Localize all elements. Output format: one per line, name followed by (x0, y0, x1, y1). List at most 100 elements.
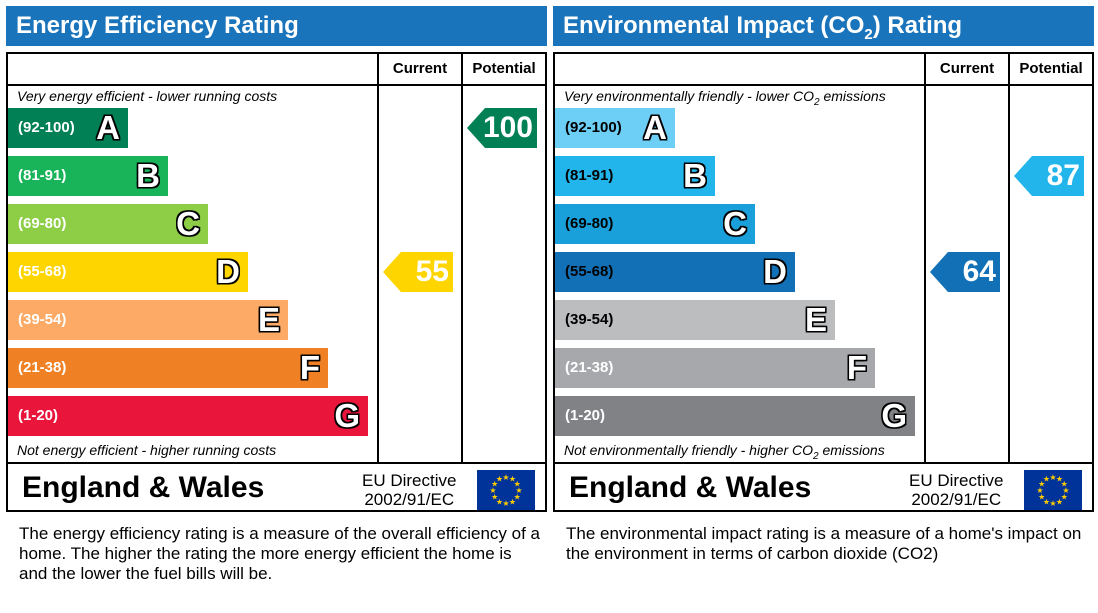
footer-divider (8, 462, 545, 464)
country-label: England & Wales (569, 471, 812, 504)
star-icon: ★ (502, 473, 509, 482)
star-icon: ★ (1061, 493, 1068, 502)
band-letter: D (763, 253, 787, 290)
bottom-note: Not energy efficient - higher running co… (17, 442, 277, 458)
environmental-chart-box: Current Potential Very environmentally f… (553, 52, 1094, 512)
band-letter: F (846, 349, 867, 386)
band-e: (39-54) E (8, 300, 288, 340)
potential-rating-value: 87 (1046, 159, 1080, 192)
band-letter: B (683, 157, 707, 194)
title-part-2: ) Rating (872, 12, 963, 39)
band-range-label: (1-20) (565, 407, 606, 424)
band-c: (69-80) C (8, 204, 208, 244)
star-icon: ★ (1043, 475, 1050, 484)
star-icon: ★ (1049, 499, 1056, 508)
environmental-title: Environmental Impact (CO2) Rating (553, 6, 1094, 46)
potential-column-divider (1008, 54, 1010, 464)
current-column-divider (924, 54, 926, 464)
eu-flag-icon: ★ ★ ★ ★ ★ ★ ★ ★ ★ ★ ★ ★ (1024, 470, 1082, 510)
potential-rating-arrow: 100 (467, 108, 537, 148)
band-letter: A (643, 109, 667, 146)
star-icon: ★ (509, 497, 516, 506)
potential-arrow-shape (467, 108, 537, 148)
star-icon: ★ (514, 493, 521, 502)
band-range-label: (81-91) (18, 167, 67, 184)
potential-column-header: Potential (472, 60, 536, 77)
star-icon: ★ (509, 475, 516, 484)
band-f: (21-38) F (8, 348, 328, 388)
band-range-label: (21-38) (565, 359, 614, 376)
current-rating-arrow: 55 (383, 252, 453, 292)
eu-directive: EU Directive 2002/91/EC (909, 471, 1003, 509)
directive-line-2: 2002/91/EC (911, 490, 1002, 509)
star-icon: ★ (1049, 473, 1056, 482)
current-column-header: Current (392, 60, 448, 77)
eu-stars-icon: ★ ★★★★★★★★★★★ (1036, 473, 1069, 508)
band-range-label: (92-100) (18, 119, 75, 136)
current-column-header: Current (939, 60, 995, 77)
eu-flag-icon: ★ ★ ★ ★ ★ ★ ★ ★ ★ ★ ★ ★ (477, 470, 535, 510)
country-label: England & Wales (22, 471, 265, 504)
band-g: (1-20) G (555, 396, 915, 436)
band-letter: E (257, 301, 280, 338)
band-letter: B (136, 157, 160, 194)
eu-stars-icon: ★ ★★★★★★★★★★★ (489, 473, 522, 508)
directive-line-1: EU Directive (362, 471, 457, 490)
energy-title: Energy Efficiency Rating (6, 6, 547, 46)
top-note-part-1: Very environmentally friendly - lower CO (564, 88, 815, 104)
potential-column-divider (461, 54, 463, 464)
star-icon: ★ (1036, 486, 1043, 495)
top-note: Very environmentally friendly - lower CO… (564, 88, 886, 108)
title-subscript: 2 (864, 25, 873, 43)
potential-arrow-polygon (467, 108, 537, 148)
energy-chart-box: Current Potential Very energy efficient … (6, 52, 547, 512)
top-note: Very energy efficient - lower running co… (17, 88, 278, 104)
star-icon: ★ (1056, 475, 1063, 484)
band-letter: E (804, 301, 827, 338)
band-g: (1-20) G (8, 396, 368, 436)
directive-line-1: EU Directive (909, 471, 1004, 490)
environmental-impact-panel: Environmental Impact (CO2) Rating Curren… (553, 6, 1094, 606)
band-b: (81-91) B (8, 156, 168, 196)
band-range-label: (92-100) (565, 119, 622, 136)
band-letter: C (723, 205, 747, 242)
title-part-1: Environmental Impact (CO (563, 12, 865, 39)
star-icon: ★ (1038, 480, 1045, 489)
band-b: (81-91) B (555, 156, 715, 196)
band-e: (39-54) E (555, 300, 835, 340)
band-range-label: (1-20) (18, 407, 59, 424)
star-icon: ★ (514, 480, 521, 489)
band-range-label: (69-80) (18, 215, 67, 232)
star-icon: ★ (1056, 497, 1063, 506)
band-range-label: (39-54) (565, 311, 614, 328)
star-icon: ★ (1038, 493, 1045, 502)
current-arrow-polygon (930, 252, 1000, 292)
energy-efficiency-panel: Energy Efficiency Rating Current Potenti… (6, 6, 547, 606)
band-c: (69-80) C (555, 204, 755, 244)
current-arrow-polygon (383, 252, 453, 292)
footer-divider (555, 462, 1092, 464)
star-icon: ★ (491, 480, 498, 489)
star-icon: ★ (496, 497, 503, 506)
current-arrow-shape (930, 252, 1000, 292)
potential-arrow-polygon (1014, 156, 1084, 196)
potential-column-header: Potential (1019, 60, 1083, 77)
band-letter: F (299, 349, 320, 386)
band-range-label: (21-38) (18, 359, 67, 376)
header-divider (8, 84, 545, 86)
band-range-label: (81-91) (565, 167, 614, 184)
top-note-part-2: emissions (819, 88, 886, 104)
star-icon: ★ (1062, 486, 1069, 495)
bottom-note-part-1: Not environmentally friendly - higher CO (564, 442, 813, 458)
band-range-label: (69-80) (565, 215, 614, 232)
band-range-label: (55-68) (18, 263, 67, 280)
band-letter: C (176, 205, 200, 242)
star-icon: ★ (491, 493, 498, 502)
current-column-divider (377, 54, 379, 464)
star-icon: ★ (1061, 480, 1068, 489)
band-d: (55-68) D (555, 252, 795, 292)
star-icon: ★ (496, 475, 503, 484)
eu-directive: EU Directive 2002/91/EC (362, 471, 456, 509)
potential-rating-value: 100 (482, 111, 533, 144)
star-icon: ★ (502, 499, 509, 508)
